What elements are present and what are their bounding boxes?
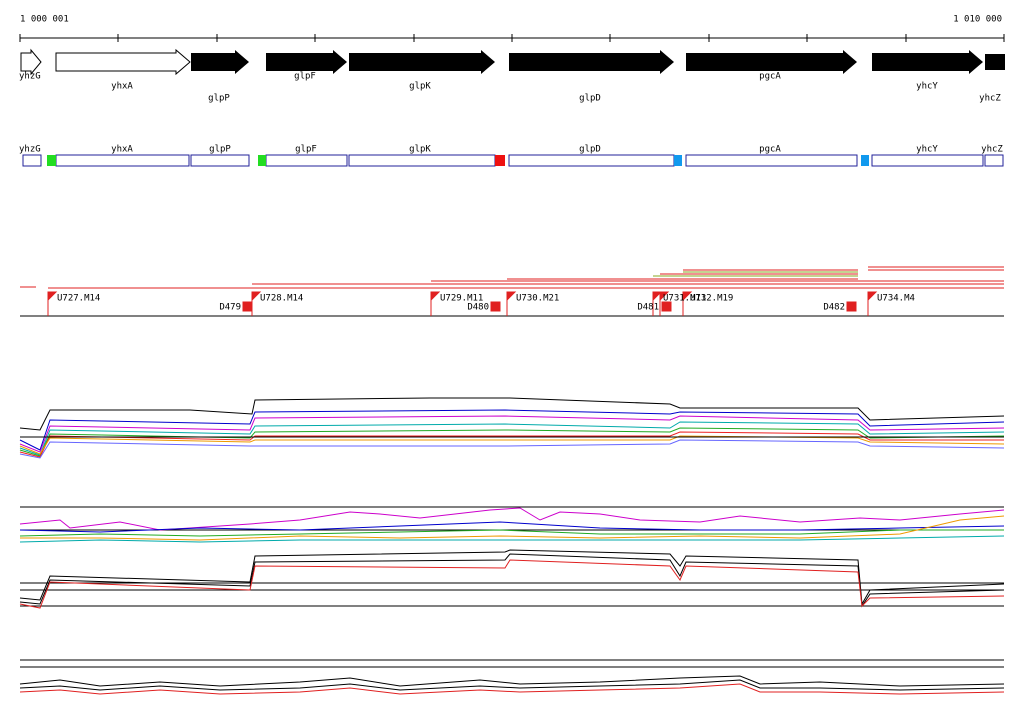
- flag: [506, 291, 517, 302]
- gene-label: yhcY: [916, 82, 938, 92]
- flag-label: U728.M14: [260, 294, 303, 304]
- feature-box: [22, 154, 42, 167]
- flag-label: U729.M11: [440, 294, 483, 304]
- coverage-line: [19, 427, 1005, 457]
- deletion-box: [661, 301, 672, 312]
- coverage-line: [20, 515, 1005, 541]
- flag: [47, 291, 58, 302]
- site-marker: [861, 155, 869, 166]
- flag-label: U730.M21: [516, 294, 559, 304]
- feature-box: [871, 154, 984, 167]
- coverage-line: [19, 439, 1005, 459]
- deletion-box: [242, 301, 253, 312]
- flag: [251, 291, 262, 302]
- gene-label: glpP: [208, 94, 230, 104]
- gene-label: glpK: [409, 82, 431, 92]
- transcript-lines: [20, 266, 1004, 289]
- gene-arrows: [20, 48, 1005, 76]
- feature-label: glpF: [295, 145, 317, 155]
- coverage-line: [19, 421, 1005, 456]
- coverage-line: [19, 683, 1005, 695]
- feature-box: [984, 154, 1004, 167]
- feature-box: [508, 154, 675, 167]
- site-marker: [674, 155, 682, 166]
- gene-label: glpF: [294, 72, 316, 82]
- flag: [659, 291, 670, 302]
- flag-label: D480: [467, 303, 489, 313]
- ruler: [19, 34, 1005, 42]
- site-marker: [495, 155, 505, 166]
- ruler-start: 1 000 001: [20, 15, 69, 25]
- feature-box: [55, 154, 190, 167]
- flag: [682, 291, 693, 302]
- gene-label: yhcZ: [979, 94, 1001, 104]
- flag: [430, 291, 441, 302]
- feature-label: yhcY: [916, 145, 938, 155]
- site-marker: [47, 155, 56, 166]
- coverage-track-1: [19, 397, 1005, 459]
- coverage-line: [19, 675, 1005, 687]
- feature-label: glpP: [209, 145, 231, 155]
- feature-box: [190, 154, 250, 167]
- deletion-box: [846, 301, 857, 312]
- coverage-line: [19, 435, 1005, 455]
- coverage-line: [19, 529, 1004, 537]
- feature-label: yhcZ: [981, 145, 1003, 155]
- coverage-line: [19, 679, 1005, 691]
- feature-box: [265, 154, 348, 167]
- gene-label: glpD: [579, 94, 601, 104]
- feature-label: yhzG: [19, 145, 41, 155]
- flag-label: D482: [823, 303, 845, 313]
- feature-label: glpD: [579, 145, 601, 155]
- gene-arrow: [985, 54, 1005, 70]
- ruler-end: 1 010 000: [953, 15, 1002, 25]
- gene-arrow: [872, 50, 983, 74]
- coverage-track-3: [19, 549, 1005, 609]
- coverage-line: [19, 559, 1005, 609]
- flag-label: U734.M4: [877, 294, 915, 304]
- coverage-line: [19, 415, 1005, 453]
- feature-boxes: [22, 154, 1004, 167]
- gene-label: yhzG: [19, 72, 41, 82]
- flag: [652, 291, 663, 302]
- gene-arrow: [686, 50, 857, 74]
- coverage-line: [19, 535, 1005, 543]
- site-marker: [258, 155, 266, 166]
- gene-arrow: [266, 50, 347, 74]
- coverage-line: [19, 409, 1005, 451]
- gene-arrow: [191, 50, 249, 74]
- gene-label: pgcA: [759, 72, 781, 82]
- flags: [47, 291, 878, 316]
- flag-label: U732.M19: [690, 294, 733, 304]
- flag-label: U727.M14: [57, 294, 100, 304]
- coverage-track-2: [19, 506, 1005, 543]
- gene-label: yhxA: [111, 82, 133, 92]
- gene-arrow: [55, 48, 191, 76]
- flag: [867, 291, 878, 302]
- feature-box: [348, 154, 496, 167]
- gene-arrow: [20, 48, 42, 76]
- gene-arrow: [509, 50, 674, 74]
- flag-label: U731.M11: [663, 294, 706, 304]
- deletion-box: [490, 301, 501, 312]
- feature-label: yhxA: [111, 145, 133, 155]
- flag-label: D481: [637, 303, 659, 313]
- feature-label: pgcA: [759, 145, 781, 155]
- gene-arrow: [349, 50, 495, 74]
- coverage-line: [19, 521, 1005, 533]
- coverage-track-4: [19, 659, 1005, 695]
- flag-label: D479: [219, 303, 241, 313]
- coverage-line: [19, 397, 1005, 431]
- feature-label: glpK: [409, 145, 431, 155]
- feature-box: [685, 154, 858, 167]
- coverage-line: [19, 549, 1005, 606]
- coverage-line: [19, 507, 1005, 531]
